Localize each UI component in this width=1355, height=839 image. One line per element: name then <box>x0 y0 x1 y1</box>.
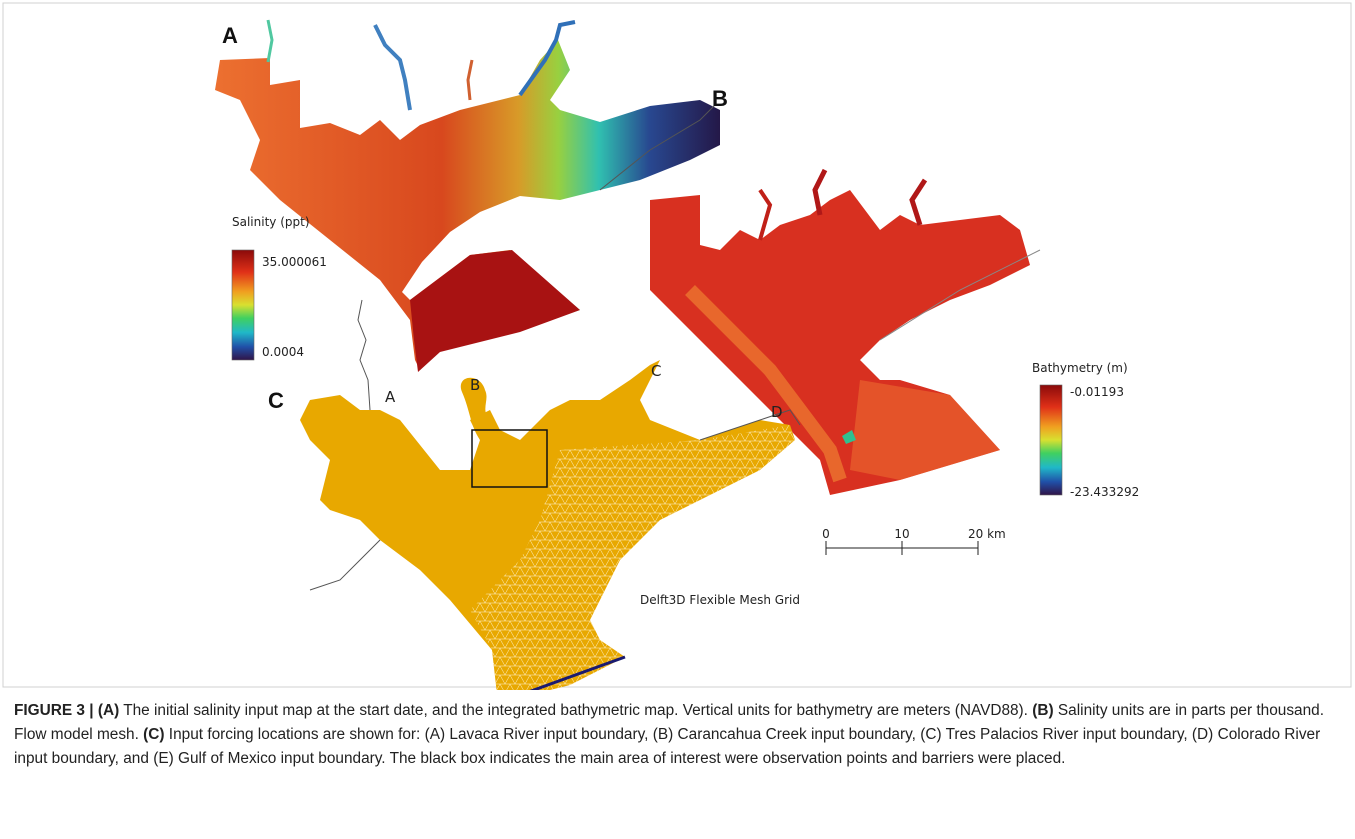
scale-bar <box>825 541 979 555</box>
mesh-map <box>300 299 801 690</box>
panel-label: C <box>268 388 284 413</box>
legend-max: -0.01193 <box>1070 385 1124 399</box>
legend-max: 35.000061 <box>262 255 327 269</box>
figure-caption: FIGURE 3 | (A) The initial salinity inpu… <box>14 699 1342 771</box>
colorbar <box>1039 384 1063 496</box>
legend-title: Salinity (ppt) <box>232 215 310 229</box>
caption-label: (B) <box>1032 702 1054 719</box>
boundary-label: A <box>385 388 396 406</box>
caption-text: The initial salinity input map at the st… <box>119 702 1033 719</box>
colorbar <box>231 249 255 361</box>
legend-title: Bathymetry (m) <box>1032 361 1128 375</box>
panel-label: A <box>222 23 238 48</box>
scale-label: 20 km <box>968 527 1006 541</box>
scale-label: 0 <box>822 527 830 541</box>
boundary-label: C <box>651 362 661 380</box>
caption-label: (C) <box>143 726 165 743</box>
legend-min: -23.433292 <box>1070 485 1139 499</box>
boundary-label: D <box>771 403 783 421</box>
mesh-title: Delft3D Flexible Mesh Grid <box>640 593 800 607</box>
legend-min: 0.0004 <box>262 345 304 359</box>
boundary-label: B <box>470 376 480 394</box>
caption-text: Salinity units are in parts per thousand… <box>14 702 1324 743</box>
caption-label: FIGURE 3 | (A) <box>14 702 120 719</box>
bathymetry-map <box>650 168 1041 495</box>
scale-label: 10 <box>894 527 909 541</box>
figure-frame <box>2 2 1352 688</box>
salinity-map <box>215 19 720 372</box>
caption-text: Input forcing locations are shown for: (… <box>14 726 1321 767</box>
panel-label: B <box>712 86 728 111</box>
figure: A Salinity (ppt) 35.000061 0.0004 B Bath… <box>2 2 1352 690</box>
